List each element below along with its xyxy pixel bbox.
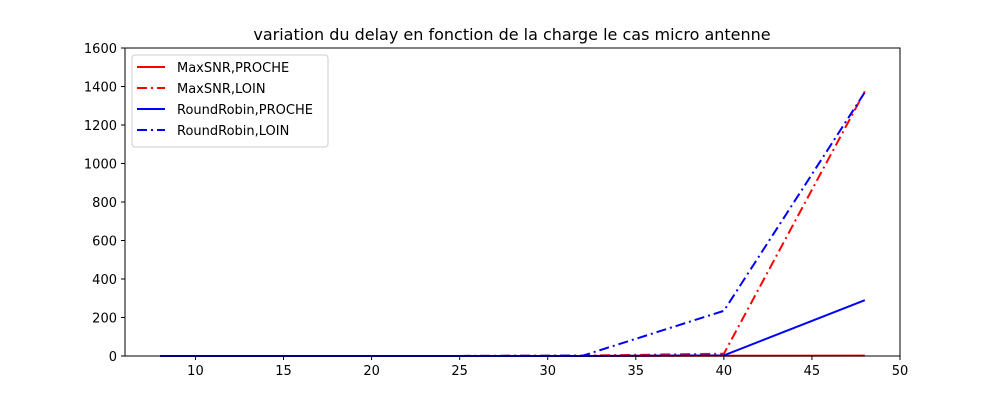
legend-entry-label: RoundRobin,LOIN: [177, 124, 289, 139]
x-tick-label: 50: [892, 364, 909, 379]
x-tick-label: 15: [275, 364, 292, 379]
legend-entry-label: MaxSNR,LOIN: [177, 82, 266, 97]
legend-box: [131, 54, 329, 148]
y-tick-label: 400: [92, 273, 117, 288]
chart-title: variation du delay en fonction de la cha…: [253, 25, 770, 44]
y-axis: 0 200 400 600 800 1000 1200 1400 1600: [84, 42, 125, 365]
x-tick-label: 30: [539, 364, 556, 379]
x-tick-label: 45: [804, 364, 821, 379]
x-tick-label: 10: [187, 364, 204, 379]
series-line-2: [160, 299, 866, 357]
legend: MaxSNR,PROCHE MaxSNR,LOIN RoundRobin,PROCH…: [131, 54, 329, 148]
legend-entry-label: MaxSNR,PROCHE: [177, 61, 289, 76]
y-tick-label: 600: [92, 235, 117, 250]
x-tick-label: 20: [363, 364, 380, 379]
y-tick-label: 1400: [84, 81, 117, 96]
x-tick-label: 35: [628, 364, 645, 379]
legend-entry-label: RoundRobin,PROCHE: [177, 103, 313, 118]
y-tick-label: 0: [109, 350, 117, 365]
y-tick-label: 800: [92, 196, 117, 211]
y-tick-label: 1600: [84, 42, 117, 57]
y-tick-label: 1200: [84, 119, 117, 134]
x-axis: 10 15 20 25 30 35 40 45 50: [187, 356, 908, 379]
y-tick-label: 200: [92, 312, 117, 327]
y-tick-label: 1000: [84, 158, 117, 173]
x-tick-label: 40: [716, 364, 733, 379]
x-tick-label: 25: [451, 364, 468, 379]
